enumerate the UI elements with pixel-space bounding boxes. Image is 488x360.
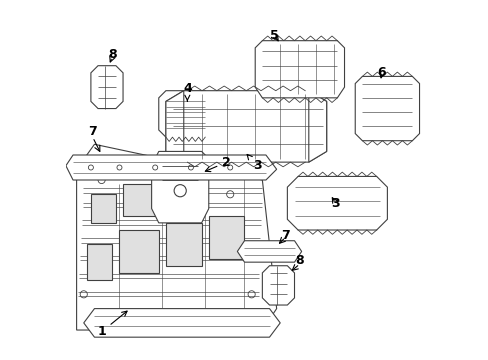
- Polygon shape: [91, 66, 123, 109]
- Polygon shape: [77, 144, 276, 330]
- Polygon shape: [255, 41, 344, 98]
- Text: 4: 4: [183, 82, 191, 101]
- Polygon shape: [151, 152, 208, 223]
- Text: 3: 3: [246, 154, 261, 172]
- Polygon shape: [262, 266, 294, 305]
- Text: 3: 3: [330, 197, 339, 210]
- Polygon shape: [354, 76, 419, 141]
- Polygon shape: [91, 194, 116, 223]
- Text: 8: 8: [295, 254, 304, 267]
- Polygon shape: [165, 91, 326, 162]
- Polygon shape: [123, 184, 159, 216]
- Text: 7: 7: [281, 229, 289, 242]
- Polygon shape: [159, 91, 212, 137]
- Polygon shape: [237, 241, 301, 262]
- Polygon shape: [165, 223, 201, 266]
- Text: 6: 6: [377, 66, 386, 79]
- Text: 2: 2: [205, 156, 230, 172]
- Polygon shape: [165, 91, 183, 162]
- Polygon shape: [119, 230, 159, 273]
- Polygon shape: [308, 91, 326, 162]
- Polygon shape: [66, 155, 276, 180]
- Polygon shape: [165, 184, 201, 212]
- Text: 1: 1: [97, 311, 127, 338]
- Text: 5: 5: [270, 29, 279, 42]
- Polygon shape: [287, 176, 386, 230]
- Text: 7: 7: [88, 125, 97, 138]
- Polygon shape: [208, 216, 244, 258]
- Text: 8: 8: [108, 49, 117, 62]
- Polygon shape: [83, 309, 280, 337]
- Polygon shape: [87, 244, 112, 280]
